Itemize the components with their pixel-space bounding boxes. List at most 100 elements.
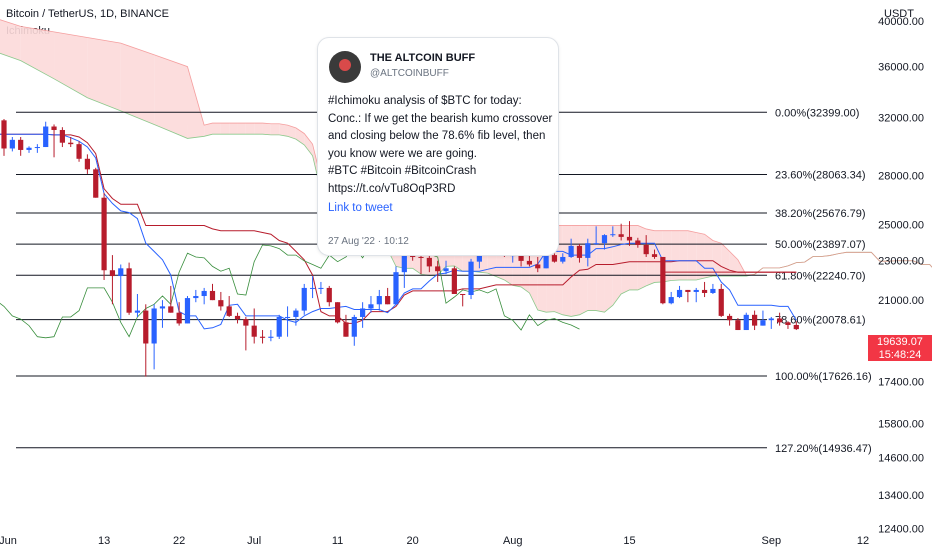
candle: [284, 306, 291, 337]
link-to-tweet[interactable]: Link to tweet: [328, 202, 393, 214]
cloud-segment: [562, 225, 572, 317]
cloud-segment: [254, 123, 263, 135]
candle-body: [134, 310, 141, 313]
candle-body: [151, 308, 157, 344]
tweet-handle[interactable]: @ALTCOINBUFF: [370, 68, 449, 79]
candle: [318, 281, 324, 294]
candle: [451, 266, 457, 294]
y-tick-label: 28000.00: [878, 170, 924, 182]
fib-label: 38.20%(25676.79): [775, 208, 866, 220]
candle-body: [743, 314, 749, 331]
candle: [301, 283, 307, 315]
y-tick-label: 13400.00: [878, 490, 924, 502]
bar-countdown: 15:48:24: [878, 349, 922, 361]
candle: [9, 137, 15, 152]
candle-body: [176, 312, 182, 324]
candle-body: [309, 287, 316, 289]
candle-body: [435, 266, 441, 272]
candle-body: [610, 234, 616, 236]
candle: [151, 304, 157, 370]
x-tick-label: Aug: [503, 535, 523, 547]
candle-body: [635, 240, 641, 245]
y-tick-label: 32000.00: [878, 113, 924, 125]
cloud-segment: [721, 243, 730, 277]
candle-body: [26, 147, 32, 150]
candle-body: [460, 293, 466, 296]
candle-body: [84, 158, 90, 170]
candle-body: [693, 289, 699, 292]
candle-body: [59, 129, 65, 143]
cloud-segment: [270, 123, 280, 135]
price-axis[interactable]: 44000.0040000.0036000.0032000.0028000.00…: [878, 0, 924, 535]
cloud-segment: [212, 123, 221, 135]
candle-body: [618, 234, 624, 237]
candle: [718, 283, 724, 317]
candle: [393, 266, 399, 305]
cloud-segment: [621, 225, 630, 294]
y-tick-label: 23000.00: [878, 256, 924, 268]
candle-body: [335, 302, 341, 323]
candle: [209, 283, 216, 301]
candle-body: [234, 315, 241, 320]
candle: [343, 314, 349, 337]
candle: [101, 192, 107, 280]
cloud-segment: [154, 54, 188, 139]
candle-body: [443, 268, 449, 272]
candle-body: [601, 235, 608, 244]
tweet-card[interactable]: THE ALTCOIN BUFF @ALTCOINBUFF #Ichimoku …: [317, 37, 559, 256]
time-axis[interactable]: Jun1322Jul1120Aug15Sep1221Oct: [0, 535, 932, 547]
cloud-segment: [629, 225, 638, 290]
candle: [168, 285, 174, 313]
x-tick-label: Jul: [247, 535, 261, 547]
cloud-segment: [120, 43, 155, 125]
candle-body: [768, 318, 774, 321]
tweet-author[interactable]: THE ALTCOIN BUFF: [370, 52, 476, 64]
y-tick-label: 40000.00: [878, 16, 924, 28]
candle: [234, 312, 241, 324]
candle-body: [268, 336, 274, 338]
candle: [593, 226, 599, 245]
candle: [551, 253, 558, 263]
candle: [309, 276, 316, 299]
candle: [626, 221, 633, 246]
y-tick-label: 14600.00: [878, 453, 924, 465]
candle-body: [668, 297, 674, 304]
cloud-segment: [646, 228, 655, 286]
candle: [43, 121, 49, 148]
candle: [18, 137, 24, 156]
cloud-segment: [54, 31, 88, 98]
candle-body: [251, 325, 257, 337]
cloud-segment: [704, 234, 713, 279]
candle: [435, 260, 441, 282]
candle: [184, 296, 191, 324]
candle: [118, 264, 124, 320]
last-price-badge: 19639.07 15:48:24: [868, 335, 932, 361]
candle-body: [226, 306, 232, 316]
candle: [360, 302, 366, 328]
cloud-segment: [187, 66, 205, 139]
candle-body: [518, 255, 524, 261]
candle-body: [351, 316, 357, 337]
cloud-segment: [204, 123, 213, 137]
x-tick-label: Sep: [761, 535, 781, 547]
candle: [351, 314, 357, 346]
candle-body: [676, 289, 683, 298]
candles: [1, 118, 799, 377]
candle-body: [51, 126, 57, 130]
candle-body: [576, 245, 583, 258]
candle-body: [752, 314, 758, 326]
author-avatar[interactable]: [329, 51, 361, 83]
fib-label: 127.20%(14936.47): [775, 443, 872, 455]
candle-body: [193, 296, 199, 299]
candle: [618, 223, 624, 241]
cloud-segment: [729, 251, 738, 277]
candle-body: [109, 270, 116, 277]
candle-body: [218, 300, 224, 307]
x-tick-label: 11: [332, 535, 343, 547]
candle: [1, 118, 7, 156]
candle-body: [118, 268, 124, 277]
candle: [777, 312, 783, 326]
candle-body: [9, 139, 15, 149]
candle: [651, 249, 658, 259]
y-tick-label: 25000.00: [878, 220, 924, 232]
